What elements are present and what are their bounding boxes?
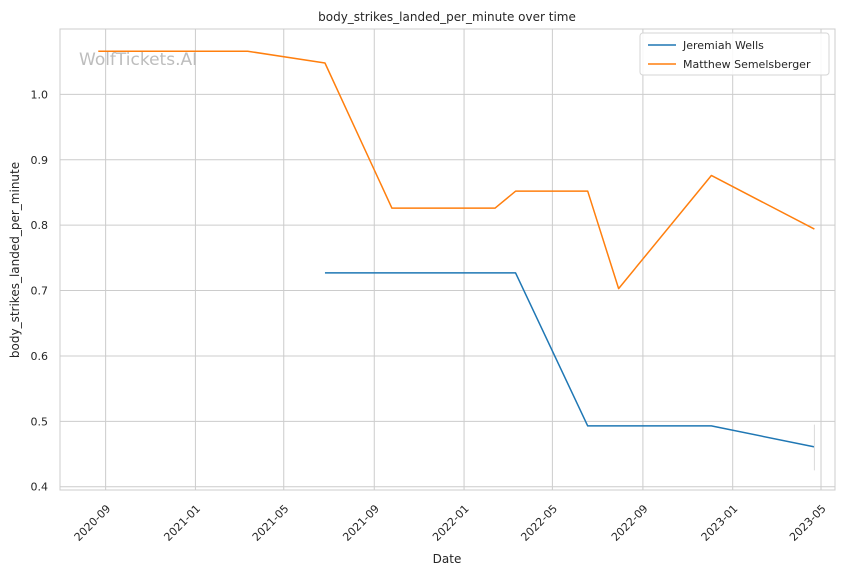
series-line-jeremiah-wells	[324, 272, 815, 448]
y-tick-label: 0.6	[31, 350, 49, 363]
y-tick-label: 1.0	[31, 88, 49, 101]
watermark: WolfTickets.AI	[79, 50, 197, 70]
y-axis-title: body_strikes_landed_per_minute	[8, 162, 22, 358]
y-tick-label: 0.4	[31, 481, 49, 494]
legend-box	[639, 32, 830, 76]
y-tick-label: 0.8	[31, 219, 49, 232]
legend-label-matthew-semelsberger: Matthew Semelsberger	[683, 58, 811, 71]
y-axis-ticks: 0.4 0.5 0.6 0.7 0.8 0.9 1.0	[31, 88, 49, 493]
legend: Jeremiah Wells Matthew Semelsberger	[639, 32, 830, 76]
y-tick-label: 0.7	[31, 285, 49, 298]
grid	[60, 29, 835, 490]
x-axis-title: Date	[433, 552, 462, 566]
series-line-matthew-semelsberger	[98, 50, 815, 290]
y-tick-label: 0.9	[31, 154, 49, 167]
legend-label-jeremiah-wells: Jeremiah Wells	[682, 39, 764, 52]
chart-title: body_strikes_landed_per_minute over time	[318, 10, 576, 24]
series-layer	[98, 50, 815, 471]
plot-frame	[59, 28, 836, 491]
y-tick-label: 0.5	[31, 415, 49, 428]
